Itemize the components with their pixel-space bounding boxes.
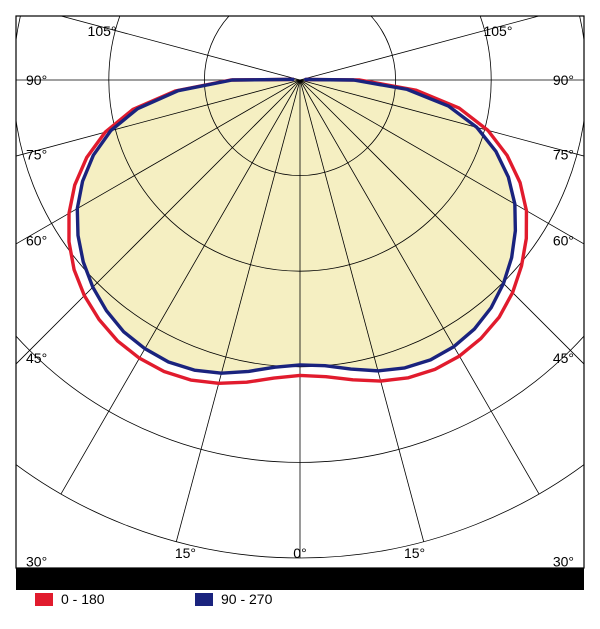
angle-label: 75° <box>26 146 47 162</box>
angle-label: 75° <box>553 146 574 162</box>
angle-label: 105° <box>483 23 512 39</box>
legend-swatch <box>35 593 53 606</box>
chart-svg: 105° 90° 75° 60° 45° 30° 15° 105° 90° 75° 60° 45° 30… <box>0 0 600 629</box>
angle-label: 15° <box>404 545 425 561</box>
angle-label: 30° <box>553 554 574 570</box>
angle-label: 15° <box>175 545 196 561</box>
angle-label: 90° <box>553 72 574 88</box>
angle-label: 0° <box>293 545 306 561</box>
angle-label: 60° <box>553 233 574 249</box>
angle-label: 60° <box>26 233 47 249</box>
angle-label: 45° <box>26 350 47 366</box>
legend-label: 90 - 270 <box>221 591 273 607</box>
angle-label: 30° <box>26 554 47 570</box>
polar-chart: 105° 90° 75° 60° 45° 30° 15° 105° 90° 75° 60° 45° 30… <box>0 0 600 629</box>
fill-region <box>77 79 515 373</box>
angle-label: 105° <box>88 23 117 39</box>
legend-swatch <box>195 593 213 606</box>
legend-label: 0 - 180 <box>61 591 105 607</box>
angle-label: 90° <box>26 72 47 88</box>
angle-label: 45° <box>553 350 574 366</box>
footer-bar <box>16 568 584 590</box>
